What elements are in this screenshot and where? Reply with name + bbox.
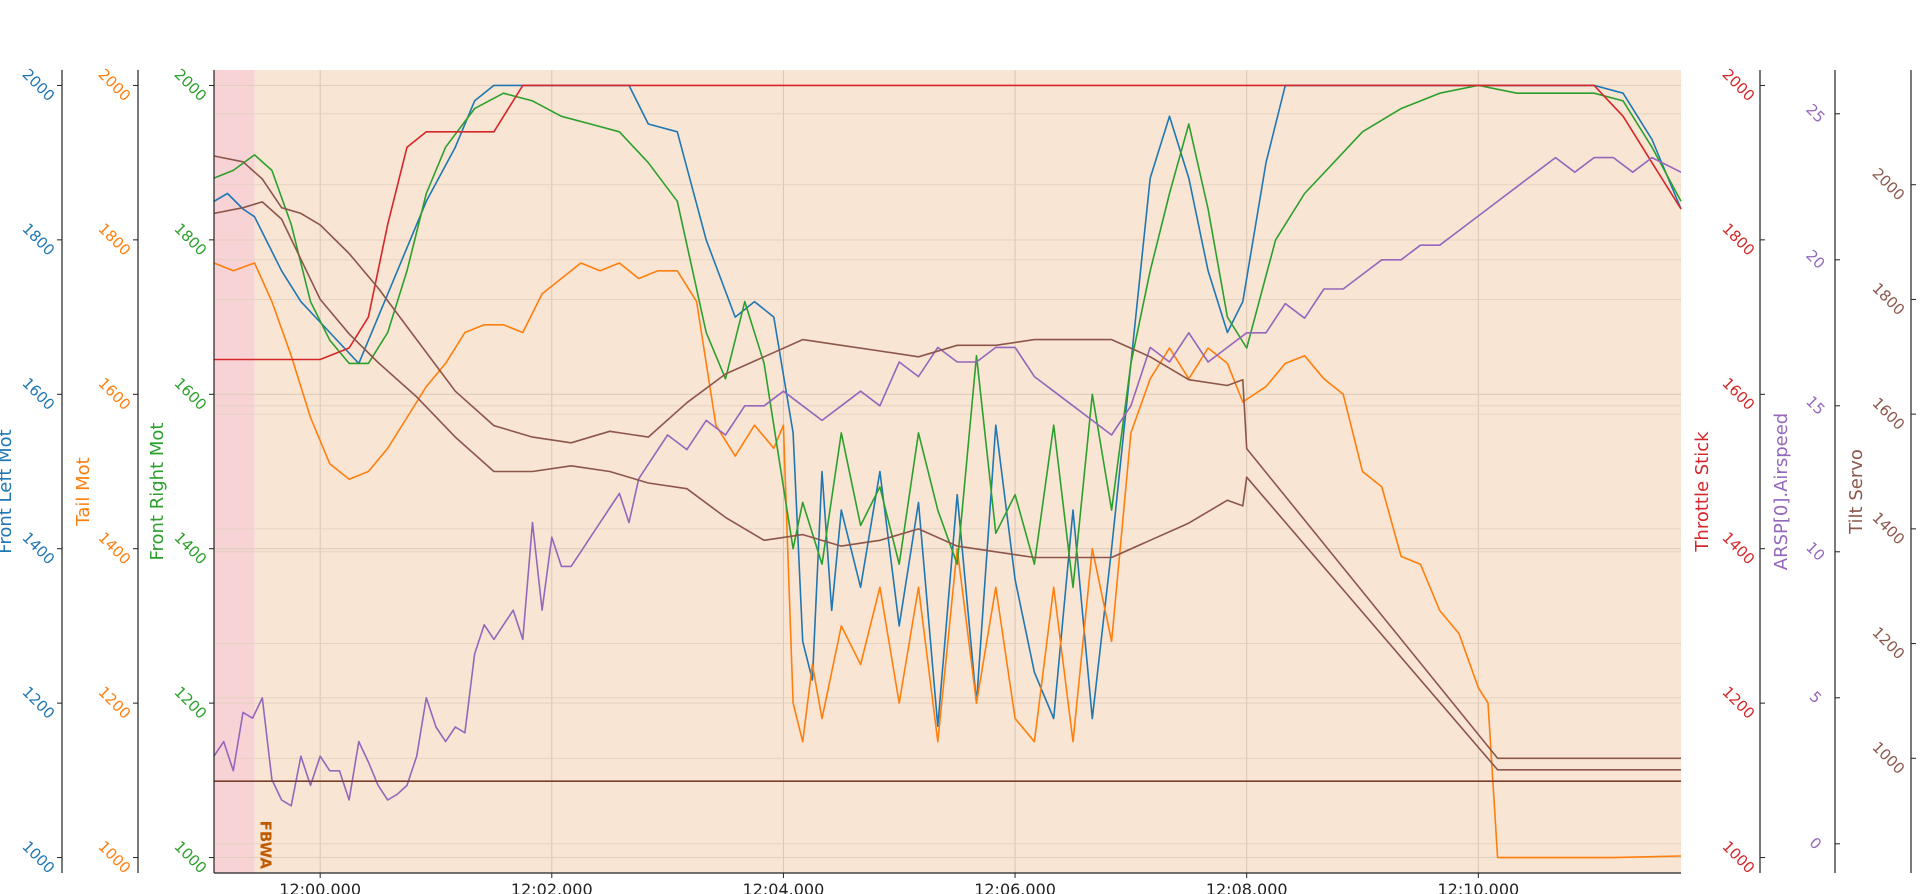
axis-tick-label-tail-0: 1000 — [94, 837, 134, 877]
axis-tick-label-front_left-4: 1800 — [18, 220, 58, 260]
series-line-3 — [214, 84, 1682, 361]
mode-labels: FBWA — [257, 821, 275, 870]
axis-tick-label-front_left-0: 1000 — [18, 837, 58, 877]
axis-tick-label-front_left-1: 1200 — [18, 683, 58, 723]
series-group — [213, 84, 1682, 859]
x-axis: 12:00.000 12:02.000 12:04.000 12:06.000 12:0… — [214, 872, 1681, 894]
axis-title-airspeed: ARSP[0].Airspeed — [1771, 413, 1792, 570]
axis-front_right: 1000 1200 1400 1600 1800 2000 Front Right Mot — [147, 65, 215, 877]
axis-tick-label-front_right-2: 1400 — [170, 528, 210, 568]
grid-lines — [214, 70, 1681, 873]
axis-tick-label-throttle-5: 2000 — [1718, 65, 1758, 105]
axis-tail: 1000 1200 1400 1600 1800 2000 Tail Mot — [73, 65, 139, 877]
axis-tick-label-front_right-5: 2000 — [170, 65, 210, 105]
axis-tick-label-front_right-1: 1200 — [170, 683, 210, 723]
axis-tick-label-tail-5: 2000 — [94, 65, 134, 105]
axis-tick-label-front_right-4: 1800 — [170, 220, 210, 260]
x-tick-label-2: 12:04.000 — [743, 880, 825, 894]
axis-tick-label-throttle-2: 1400 — [1718, 528, 1758, 568]
axis-tick-label-tilt-1: 1200 — [1868, 623, 1908, 663]
axis-title-throttle: Throttle Stick — [1692, 431, 1713, 553]
axis-tick-label-tilt-2: 1400 — [1868, 509, 1908, 549]
axis-tick-label-front_right-0: 1000 — [170, 837, 210, 877]
x-tick-label-1: 12:02.000 — [511, 880, 593, 894]
axis-title-front_left: Front Left Mot — [0, 429, 16, 553]
series-line-4 — [213, 156, 1682, 807]
axis-tick-label-front_left-2: 1400 — [18, 528, 58, 568]
axis-airspeed: 0 5 10 15 20 25 ARSP[0].Airspeed — [1771, 70, 1840, 873]
series-line-6 — [213, 201, 1681, 771]
axis-tick-label-tilt-3: 1600 — [1868, 394, 1908, 434]
axis-tick-label-front_left-3: 1600 — [18, 374, 58, 414]
axis-tick-label-tail-2: 1400 — [94, 528, 134, 568]
axis-front_left: 1000 1200 1400 1600 1800 2000 Front Left Mot — [0, 65, 63, 877]
axis-tilt: 1000 1200 1400 1600 1800 2000 Tilt Servo — [1846, 70, 1916, 873]
axis-tick-label-tail-4: 1800 — [94, 220, 134, 260]
axis-tick-label-throttle-3: 1600 — [1718, 374, 1758, 414]
axis-tick-label-airspeed-3: 15 — [1802, 392, 1828, 418]
axis-tick-label-airspeed-2: 10 — [1802, 538, 1828, 564]
x-tick-label-4: 12:08.000 — [1206, 880, 1288, 894]
axis-tick-label-airspeed-5: 25 — [1802, 100, 1828, 126]
axis-tick-label-front_right-3: 1600 — [170, 374, 210, 414]
axis-tick-label-throttle-0: 1000 — [1718, 837, 1758, 877]
axis-title-front_right: Front Right Mot — [147, 423, 168, 561]
series-line-2 — [213, 84, 1682, 589]
mode-bands — [214, 70, 1681, 873]
axis-tick-label-front_left-5: 2000 — [18, 65, 58, 105]
axis-tick-label-tail-1: 1200 — [94, 683, 134, 723]
axis-title-tilt: Tilt Servo — [1846, 449, 1867, 535]
axis-title-tail: Tail Mot — [73, 457, 94, 526]
mode-label-1: FBWA — [257, 821, 275, 870]
x-tick-label-3: 12:06.000 — [974, 880, 1056, 894]
axis-tick-label-airspeed-1: 5 — [1806, 688, 1825, 707]
axis-tick-label-tilt-0: 1000 — [1868, 738, 1908, 778]
axis-tick-label-tilt-5: 2000 — [1868, 164, 1908, 204]
series-line-1 — [213, 262, 1682, 859]
axis-tick-label-airspeed-4: 20 — [1802, 246, 1828, 272]
x-tick-label-0: 12:00.000 — [279, 880, 361, 894]
axis-throttle: 1000 1200 1400 1600 1800 2000 Throttle Stick — [1692, 65, 1765, 877]
axis-tick-label-tilt-4: 1800 — [1868, 279, 1908, 319]
axis-tick-label-tail-3: 1600 — [94, 374, 134, 414]
axis-tick-label-airspeed-0: 0 — [1806, 834, 1825, 853]
axis-tick-label-throttle-4: 1800 — [1718, 220, 1758, 260]
axis-tick-label-throttle-1: 1200 — [1718, 683, 1758, 723]
x-tick-label-5: 12:10.000 — [1437, 880, 1519, 894]
mode-band-0 — [214, 70, 255, 873]
series-line-5 — [213, 155, 1681, 760]
mode-band-1 — [254, 70, 1681, 873]
